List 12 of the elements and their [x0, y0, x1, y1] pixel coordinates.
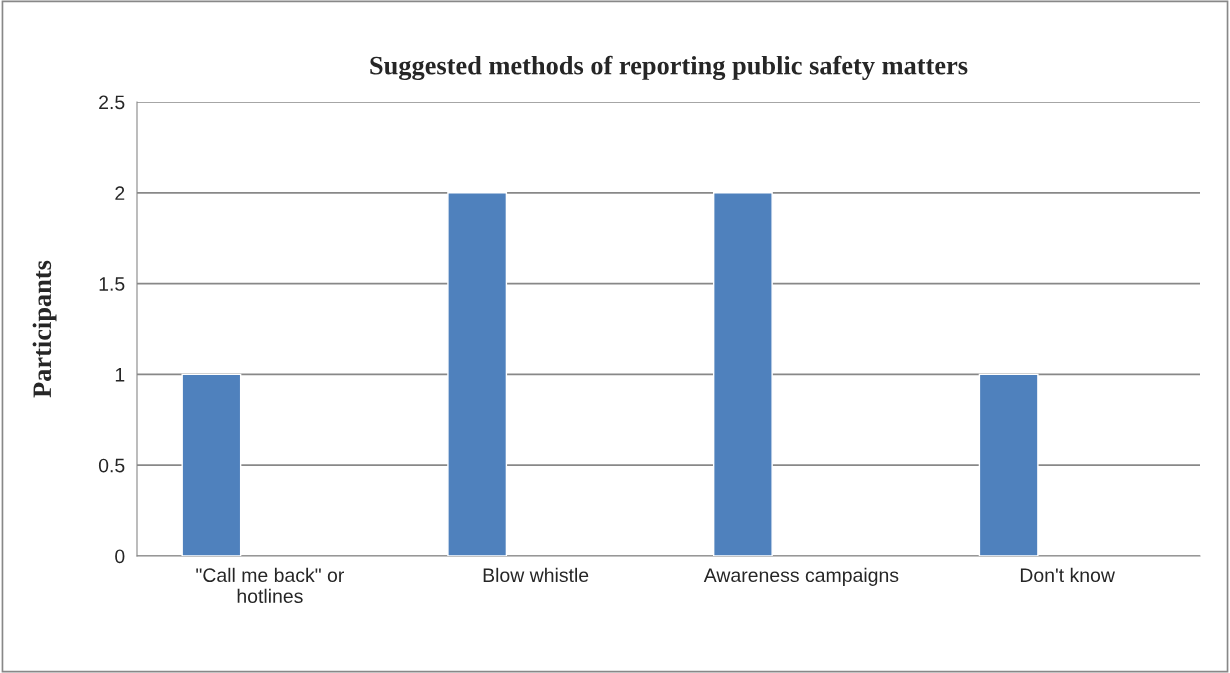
chart-title: Suggested methods of reporting public safety matters: [370, 55, 968, 81]
y-tick-label: 1: [115, 368, 125, 382]
x-tick-label: Blow whistle: [483, 567, 589, 583]
y-tick-label: 2: [115, 186, 125, 200]
y-tick-label: 0.5: [98, 458, 125, 473]
y-tick-label: 1.5: [99, 277, 125, 291]
x-tick-label: Awareness campaigns: [703, 567, 899, 586]
y-axis-title: Participants: [32, 260, 57, 398]
x-tick-label: "Call me back" or hotlines: [196, 567, 344, 604]
y-tick-label: 2.5: [99, 95, 125, 110]
y-tick-label: 0: [115, 549, 125, 564]
x-tick-label: Don't know: [1020, 567, 1115, 583]
